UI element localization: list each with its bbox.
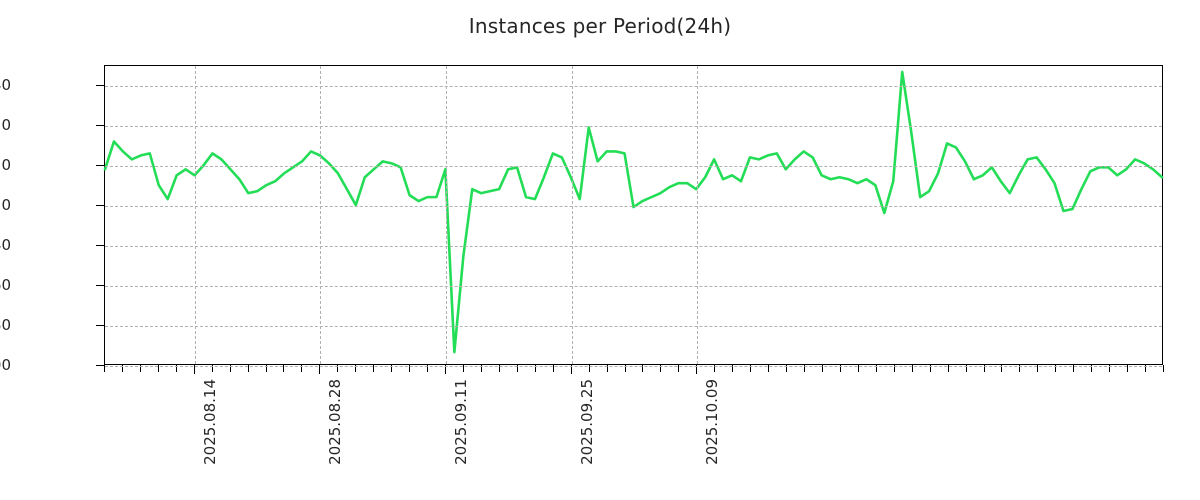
x-tick-mark-minor — [104, 365, 105, 372]
x-tick-mark-minor — [265, 365, 267, 372]
x-tick-mark-minor — [875, 365, 877, 372]
x-tick-label: 2025.09.11 — [452, 379, 471, 465]
line-series — [103, 70, 1164, 354]
y-gridline — [105, 86, 1162, 87]
x-tick-mark-minor — [409, 365, 411, 372]
x-tick-mark-minor — [624, 365, 626, 372]
x-tick-mark-major — [696, 365, 698, 374]
x-tick-mark-minor — [1073, 365, 1075, 372]
x-tick-mark-minor — [714, 365, 716, 372]
y-tick-label: -40 — [0, 236, 11, 254]
x-tick-mark-minor — [1163, 365, 1164, 372]
x-tick-mark-minor — [1145, 365, 1147, 372]
x-tick-mark-minor — [642, 365, 644, 372]
x-tick-mark-minor — [229, 365, 231, 372]
x-tick-mark-minor — [283, 365, 285, 372]
x-tick-mark-major — [570, 365, 572, 374]
x-tick-mark-minor — [893, 365, 895, 372]
x-tick-mark-minor — [857, 365, 859, 372]
y-gridline — [105, 366, 1162, 367]
y-tick-mark — [96, 325, 104, 326]
series-polyline — [103, 70, 1164, 354]
x-tick-label: 2025.08.14 — [200, 379, 219, 465]
x-tick-mark-minor — [373, 365, 375, 372]
x-tick-label: 2025.10.09 — [703, 379, 722, 465]
x-tick-mark-minor — [139, 365, 141, 372]
y-gridline — [105, 166, 1162, 167]
x-tick-mark-major — [445, 365, 447, 374]
x-tick-mark-major — [193, 365, 195, 374]
y-tick-label: 20 — [0, 116, 11, 134]
x-tick-mark-minor — [1127, 365, 1129, 372]
y-tick-label: -100 — [0, 356, 11, 374]
x-tick-mark-minor — [983, 365, 985, 372]
y-tick-mark — [96, 85, 104, 86]
x-tick-mark-minor — [606, 365, 608, 372]
y-tick-mark — [96, 165, 104, 166]
x-tick-mark-minor — [678, 365, 680, 372]
x-tick-mark-minor — [804, 365, 806, 372]
y-gridline — [105, 326, 1162, 327]
y-tick-mark — [96, 125, 104, 126]
x-tick-label: 2025.09.25 — [577, 379, 596, 465]
x-tick-mark-minor — [821, 365, 823, 372]
y-tick-label: -20 — [0, 196, 11, 214]
y-tick-mark — [96, 245, 104, 246]
x-tick-mark-minor — [391, 365, 393, 372]
x-tick-mark-minor — [552, 365, 554, 372]
x-tick-mark-minor — [750, 365, 752, 372]
y-tick-label: 40 — [0, 76, 11, 94]
x-gridline — [571, 66, 573, 364]
x-tick-mark-minor — [1001, 365, 1003, 372]
y-gridline — [105, 126, 1162, 127]
x-tick-mark-minor — [911, 365, 913, 372]
x-tick-mark-minor — [301, 365, 303, 372]
x-tick-mark-minor — [1037, 365, 1039, 372]
x-tick-mark-minor — [355, 365, 357, 372]
plot-area — [103, 65, 1164, 367]
x-tick-mark-minor — [247, 365, 249, 372]
x-tick-mark-minor — [337, 365, 339, 372]
x-tick-mark-minor — [965, 365, 967, 372]
x-tick-mark-minor — [462, 365, 464, 372]
x-tick-mark-minor — [588, 365, 590, 372]
x-tick-mark-minor — [839, 365, 841, 372]
x-gridline — [320, 66, 322, 364]
y-gridline — [105, 286, 1162, 287]
x-tick-mark-minor — [427, 365, 429, 372]
x-tick-mark-minor — [768, 365, 770, 372]
y-tick-mark — [96, 285, 104, 286]
x-tick-mark-minor — [732, 365, 734, 372]
y-tick-mark — [96, 365, 104, 366]
x-tick-mark-minor — [1109, 365, 1111, 372]
x-tick-mark-minor — [1055, 365, 1057, 372]
chart-title: Instances per Period(24h) — [468, 14, 732, 38]
x-tick-mark-minor — [175, 365, 177, 372]
x-tick-mark-major — [319, 365, 321, 374]
x-gridline — [194, 66, 196, 364]
y-gridline — [105, 246, 1162, 247]
y-gridline — [105, 206, 1162, 207]
x-gridline — [446, 66, 448, 364]
x-tick-mark-minor — [660, 365, 662, 372]
y-tick-label: -80 — [0, 316, 11, 334]
x-gridline — [697, 66, 699, 364]
y-tick-label: 0 — [1, 156, 11, 174]
x-tick-mark-minor — [929, 365, 931, 372]
x-tick-mark-minor — [534, 365, 536, 372]
x-tick-mark-minor — [786, 365, 788, 372]
x-tick-mark-minor — [121, 365, 123, 372]
x-tick-mark-minor — [516, 365, 518, 372]
x-tick-mark-minor — [157, 365, 159, 372]
x-tick-label: 2025.08.28 — [326, 379, 345, 465]
y-tick-label: -60 — [0, 276, 11, 294]
x-tick-mark-minor — [1091, 365, 1093, 372]
x-tick-mark-minor — [498, 365, 500, 372]
x-tick-mark-minor — [211, 365, 213, 372]
x-tick-mark-minor — [1019, 365, 1021, 372]
x-tick-mark-minor — [947, 365, 949, 372]
y-tick-mark — [96, 205, 104, 206]
x-tick-mark-minor — [480, 365, 482, 372]
